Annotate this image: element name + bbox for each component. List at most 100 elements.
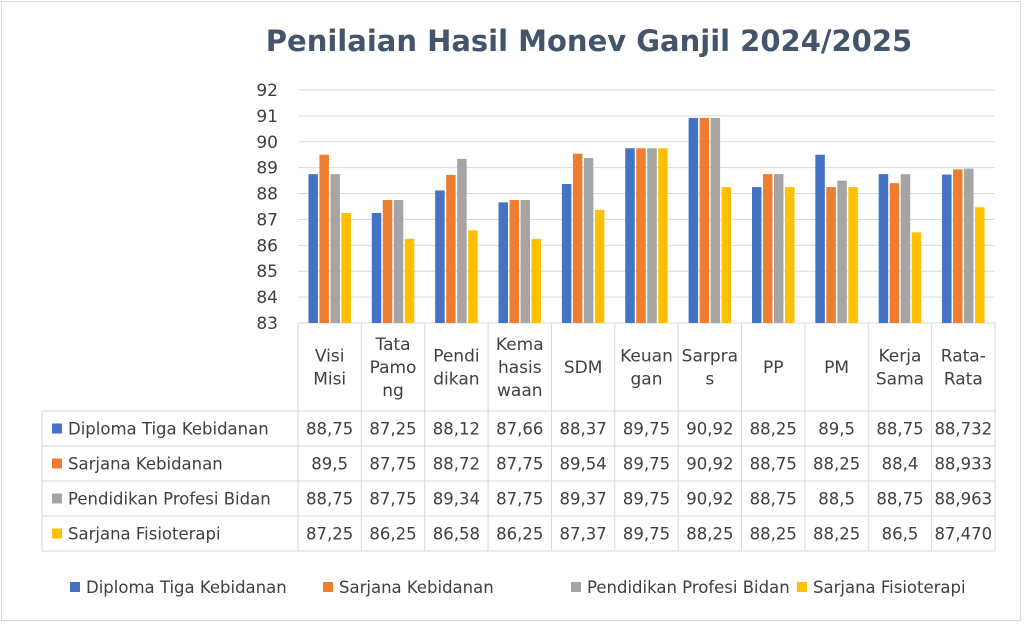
table-cell-value: 89,54 (560, 455, 607, 474)
bar (911, 232, 922, 323)
category-label: PP (763, 358, 784, 378)
series-key-swatch (52, 493, 62, 504)
bar (647, 148, 657, 323)
category-label: PM (824, 358, 849, 378)
series-key-swatch (52, 423, 62, 434)
bar (751, 187, 762, 323)
legend-swatch (571, 582, 581, 592)
y-tick-label: 88 (256, 185, 278, 205)
table-cell-value: 90,92 (686, 420, 733, 439)
table-cell-value: 88,75 (750, 490, 797, 509)
category-label: waan (497, 381, 543, 401)
table-cell-value: 89,75 (623, 420, 670, 439)
table-cell-value: 88,75 (750, 455, 797, 474)
category-label: gan (631, 370, 663, 390)
category-label: ng (382, 381, 404, 401)
table-cell-value: 88,25 (750, 525, 797, 544)
y-tick-label: 90 (256, 133, 278, 153)
table-cell-value: 87,37 (560, 525, 607, 544)
legend-swatch (323, 582, 333, 592)
bar (658, 148, 668, 323)
y-tick-label: 86 (256, 236, 278, 256)
category-label: Rata (944, 370, 983, 390)
bar (319, 154, 329, 323)
table-cell-value: 86,58 (433, 525, 480, 544)
bar (341, 212, 351, 323)
category-label: Kema (496, 335, 544, 355)
category-label: Tata (375, 335, 411, 355)
category-label: dikan (433, 370, 479, 390)
table-cell-value: 88,75 (306, 420, 353, 439)
bar (393, 200, 404, 323)
table-cell-value: 88,75 (876, 420, 923, 439)
y-tick-label: 92 (256, 81, 278, 101)
legend: Diploma Tiga Kebidanan Sarjana Kebidanan P… (70, 578, 966, 597)
bar (710, 117, 721, 324)
bar (975, 207, 985, 323)
table-cell-value: 88,75 (306, 490, 353, 509)
bar (721, 187, 732, 323)
table-cell-value: 88,5 (818, 490, 855, 509)
bar (878, 174, 889, 323)
bar (561, 183, 572, 323)
table-cell-value: 87,75 (369, 490, 416, 509)
table-cell-value: 90,92 (686, 490, 733, 509)
series-row-label: Pendidikan Profesi Bidan (68, 490, 271, 509)
bar (531, 238, 542, 323)
bar (498, 202, 509, 323)
table-cell-value: 88,12 (433, 420, 480, 439)
table-cell-value: 88,25 (750, 420, 797, 439)
table-cell-value: 88,933 (934, 455, 992, 474)
bar (435, 190, 445, 323)
table-cell-value: 87,25 (306, 525, 353, 544)
table-cell-value: 86,25 (496, 525, 543, 544)
bar (900, 174, 911, 323)
category-label: Kerja (879, 347, 922, 367)
legend-swatch (797, 582, 807, 592)
category-label: SDM (564, 358, 603, 378)
bar (330, 174, 340, 323)
legend-label: Sarjana Kebidanan (339, 578, 494, 597)
bar (520, 200, 531, 323)
bar (457, 158, 467, 323)
bar (848, 187, 858, 323)
table-cell-value: 89,5 (311, 455, 348, 474)
bar (446, 174, 456, 323)
table-cell-value: 88,72 (433, 455, 480, 474)
legend-label: Pendidikan Profesi Bidan (587, 578, 790, 597)
y-tick-label: 87 (256, 210, 278, 230)
y-tick-label: 83 (256, 314, 278, 334)
series-key-swatch (52, 528, 62, 539)
table-cell-value: 88,75 (876, 490, 923, 509)
series-row-label: Sarjana Fisioterapi (68, 525, 221, 544)
bar (889, 183, 900, 323)
legend-label: Diploma Tiga Kebidanan (86, 578, 287, 597)
y-tick-label: 85 (256, 262, 278, 282)
table-cell-value: 87,75 (496, 490, 543, 509)
legend-swatch (70, 582, 80, 592)
table-cell-value: 88,37 (560, 420, 607, 439)
y-tick-label: 91 (256, 107, 278, 127)
table-cell-value: 90,92 (686, 455, 733, 474)
legend-label: Sarjana Fisioterapi (813, 578, 966, 597)
series-key-swatch (52, 458, 62, 469)
table-cell-value: 89,34 (433, 490, 480, 509)
bar (509, 200, 520, 323)
series-row-label: Sarjana Kebidanan (68, 455, 223, 474)
table-cell-value: 86,5 (882, 525, 919, 544)
table-cell-value: 89,37 (560, 490, 607, 509)
bar (815, 154, 825, 323)
table-cell-value: 89,75 (623, 490, 670, 509)
bars (308, 117, 985, 324)
bar (942, 174, 952, 323)
table-cell-value: 87,470 (934, 525, 992, 544)
bar (404, 238, 415, 323)
bar (826, 187, 836, 323)
bar (837, 180, 847, 323)
bar (371, 212, 382, 323)
chart-title: Penilaian Hasil Monev Ganjil 2024/2025 (266, 24, 912, 58)
table-cell-value: 88,25 (686, 525, 733, 544)
bar (964, 168, 974, 323)
table-cell-value: 89,5 (818, 420, 855, 439)
